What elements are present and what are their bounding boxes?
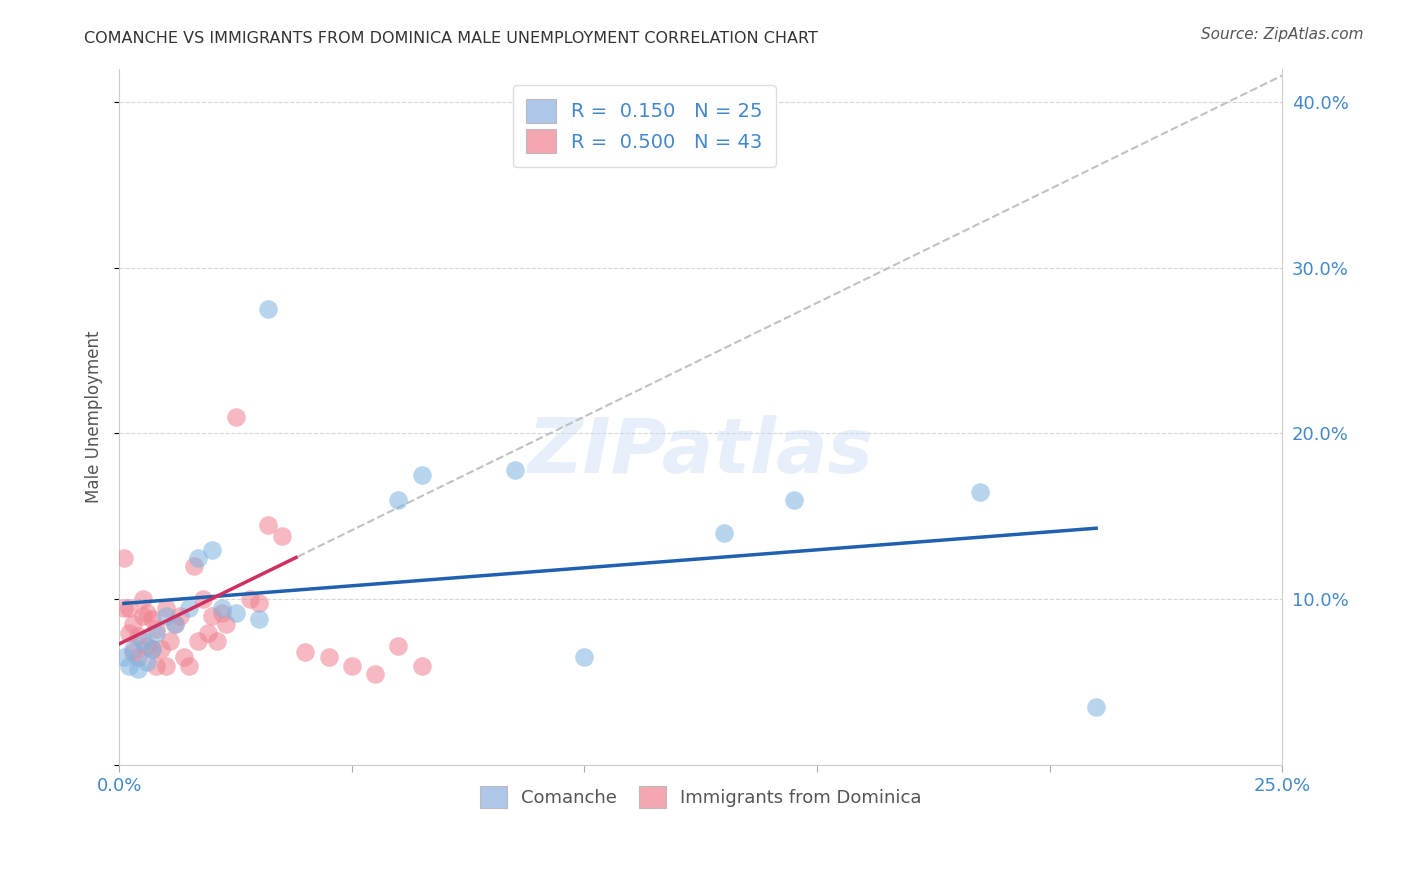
Y-axis label: Male Unemployment: Male Unemployment xyxy=(86,331,103,503)
Point xyxy=(177,600,200,615)
Point xyxy=(141,642,163,657)
Point xyxy=(117,625,139,640)
Point xyxy=(127,650,149,665)
Point xyxy=(183,559,205,574)
Point xyxy=(340,658,363,673)
Point xyxy=(127,629,149,643)
Point xyxy=(387,639,409,653)
Point xyxy=(169,608,191,623)
Point xyxy=(215,617,238,632)
Point xyxy=(150,642,173,657)
Point xyxy=(127,662,149,676)
Point xyxy=(136,606,159,620)
Point xyxy=(122,617,145,632)
Text: ZIPatlas: ZIPatlas xyxy=(527,415,873,489)
Point xyxy=(112,550,135,565)
Point xyxy=(387,492,409,507)
Text: Source: ZipAtlas.com: Source: ZipAtlas.com xyxy=(1201,27,1364,42)
Point xyxy=(136,639,159,653)
Point xyxy=(131,592,153,607)
Point xyxy=(165,617,187,632)
Point xyxy=(205,633,228,648)
Point xyxy=(145,625,167,640)
Point xyxy=(165,617,187,632)
Point xyxy=(155,608,177,623)
Point xyxy=(247,612,270,626)
Point xyxy=(211,606,233,620)
Point xyxy=(318,650,340,665)
Point xyxy=(574,650,596,665)
Point xyxy=(211,600,233,615)
Point xyxy=(112,650,135,665)
Point xyxy=(141,642,163,657)
Point xyxy=(122,642,145,657)
Point xyxy=(112,600,135,615)
Point xyxy=(225,606,247,620)
Point xyxy=(117,658,139,673)
Point xyxy=(257,517,280,532)
Point xyxy=(173,650,195,665)
Point xyxy=(145,658,167,673)
Point xyxy=(197,625,219,640)
Point xyxy=(191,592,214,607)
Point xyxy=(271,529,294,543)
Text: COMANCHE VS IMMIGRANTS FROM DOMINICA MALE UNEMPLOYMENT CORRELATION CHART: COMANCHE VS IMMIGRANTS FROM DOMINICA MAL… xyxy=(84,31,818,46)
Point xyxy=(294,645,316,659)
Point xyxy=(131,608,153,623)
Point xyxy=(201,542,224,557)
Point xyxy=(145,622,167,636)
Point xyxy=(1085,700,1108,714)
Point xyxy=(155,658,177,673)
Point xyxy=(141,612,163,626)
Point xyxy=(364,667,387,681)
Point xyxy=(122,645,145,659)
Point xyxy=(131,633,153,648)
Point xyxy=(247,596,270,610)
Point xyxy=(411,658,433,673)
Point xyxy=(713,526,735,541)
Point xyxy=(159,633,181,648)
Legend: Comanche, Immigrants from Dominica: Comanche, Immigrants from Dominica xyxy=(472,779,929,815)
Point xyxy=(155,600,177,615)
Point xyxy=(187,550,209,565)
Point xyxy=(117,600,139,615)
Point xyxy=(503,463,526,477)
Point xyxy=(238,592,260,607)
Point xyxy=(411,467,433,482)
Point xyxy=(187,633,209,648)
Point xyxy=(177,658,200,673)
Point xyxy=(783,492,806,507)
Point xyxy=(225,409,247,424)
Point xyxy=(969,484,991,499)
Point xyxy=(257,301,280,316)
Point xyxy=(201,608,224,623)
Point xyxy=(136,656,159,670)
